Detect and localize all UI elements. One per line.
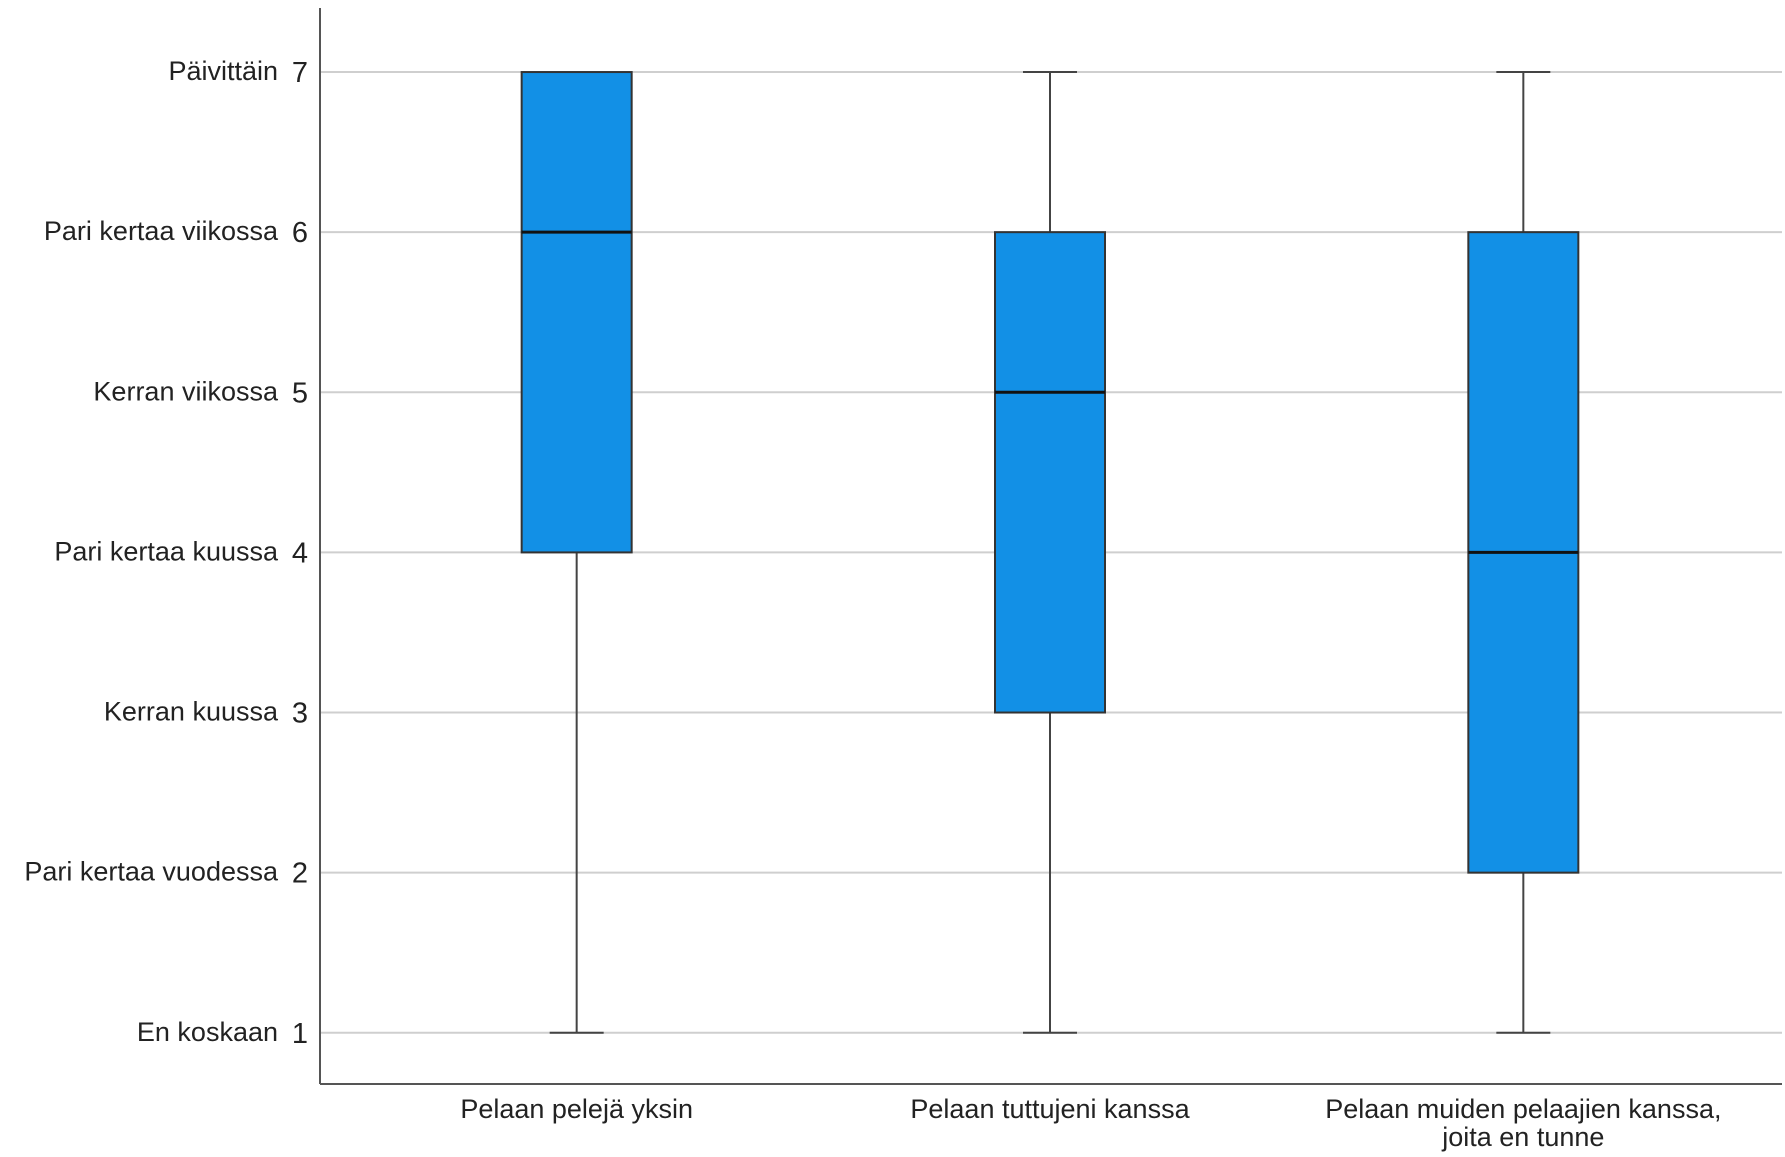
y-tick-number: 4 [292, 537, 308, 569]
y-tick-label: Päivittäin [168, 56, 278, 86]
box-series [520, 71, 1580, 1034]
box-group [520, 71, 633, 1034]
y-tick-number: 5 [292, 377, 308, 409]
box-group [1467, 71, 1580, 1034]
y-tick-label: En koskaan [137, 1017, 278, 1047]
y-tick-number: 6 [292, 217, 308, 249]
axis-labels: 1 En koskaan 2 Pari kertaa vuodessa 3 Kerran … [24, 56, 1721, 1152]
y-tick-label: Kerran viikossa [93, 376, 279, 406]
x-tick-label: Pelaan pelejä yksin [460, 1094, 693, 1124]
x-tick-label: joita en tunne [1441, 1122, 1604, 1152]
y-tick-label: Kerran kuussa [104, 697, 279, 727]
box-group [994, 71, 1106, 1034]
y-tick-number: 3 [292, 698, 308, 730]
y-tick-label: Pari kertaa kuussa [54, 536, 279, 566]
iqr-box [520, 71, 633, 554]
y-tick-number: 1 [292, 1018, 308, 1050]
x-tick-label: Pelaan muiden pelaajien kanssa, [1325, 1094, 1721, 1124]
y-tick-label: Pari kertaa vuodessa [24, 857, 279, 887]
y-tick-number: 7 [292, 57, 308, 89]
y-tick-label: Pari kertaa viikossa [44, 216, 279, 246]
y-tick-number: 2 [292, 858, 308, 890]
iqr-box [994, 231, 1106, 714]
axes [319, 8, 1782, 1085]
x-tick-label: Pelaan tuttujeni kanssa [910, 1094, 1190, 1124]
